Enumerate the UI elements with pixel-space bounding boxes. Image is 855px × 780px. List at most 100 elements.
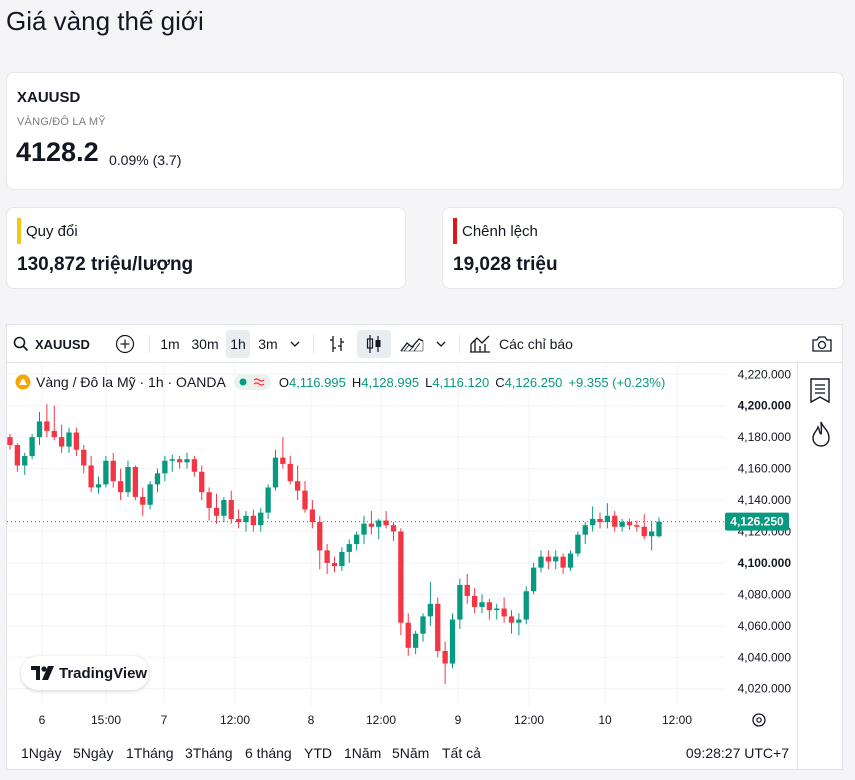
hotlists-button[interactable] xyxy=(810,420,834,450)
candle xyxy=(545,550,552,570)
candle xyxy=(176,456,183,469)
spread-value: 19,028 triệu xyxy=(453,254,558,275)
candle xyxy=(154,468,161,493)
candle xyxy=(390,522,397,541)
range-5d[interactable]: 5Ngày xyxy=(73,745,114,761)
interval-dropdown[interactable] xyxy=(285,330,305,358)
interval-30m[interactable]: 30m xyxy=(191,336,219,352)
candle xyxy=(435,597,441,658)
open-value: 4,116.995 xyxy=(288,374,346,390)
bar-chart-type-button[interactable] xyxy=(323,330,351,358)
candle xyxy=(634,520,640,532)
close-value: 4,126.250 xyxy=(504,374,563,390)
price-chart[interactable]: 4,020.000 4,040.000 4,060.000 4,080.000 4,10… xyxy=(7,364,797,734)
range-1m[interactable]: 1Tháng xyxy=(126,745,174,761)
x-tick-label: 8 xyxy=(308,713,315,727)
candle xyxy=(346,539,352,563)
conversion-value: 130,872 triệu/lượng xyxy=(17,254,194,275)
candle-chart-type-button[interactable] xyxy=(357,330,391,358)
toolbar-symbol: XAUUSD xyxy=(35,336,90,352)
candle xyxy=(486,599,493,620)
current-price-tag: 4,126.250 xyxy=(725,512,789,531)
conversion-label: Quy đổi xyxy=(26,223,78,240)
candle xyxy=(604,503,611,529)
status-dot-icon xyxy=(239,378,247,386)
candle xyxy=(361,515,367,545)
axis-settings-icon[interactable] xyxy=(752,713,766,727)
right-sidebar xyxy=(797,364,842,769)
low-label: L xyxy=(425,374,433,390)
candle xyxy=(147,481,153,510)
y-tick-label: 4,180.000 xyxy=(738,430,792,444)
spread-accent-bar xyxy=(453,218,457,244)
compare-button[interactable] xyxy=(111,330,139,358)
candle xyxy=(309,500,316,529)
clock[interactable]: 09:28:27 UTC+7 xyxy=(685,745,789,761)
interval-1m[interactable]: 1m xyxy=(160,336,180,352)
chevron-down-icon xyxy=(290,341,300,347)
candle xyxy=(464,573,470,604)
y-tick-label: 4,220.000 xyxy=(738,367,792,381)
candle xyxy=(501,597,507,623)
candle xyxy=(383,511,389,529)
indicators-icon xyxy=(470,335,490,353)
candle xyxy=(530,562,537,595)
y-tick-label: 4,100.000 xyxy=(738,556,792,570)
candle xyxy=(287,456,293,485)
candle xyxy=(258,507,264,532)
symbol-subtitle: VÀNG/ĐÔ LA MỸ xyxy=(17,116,106,128)
candle xyxy=(44,404,50,438)
area-chart-type-button[interactable] xyxy=(397,330,427,358)
candle xyxy=(420,613,426,642)
candle xyxy=(368,511,375,535)
range-1y[interactable]: 1Năm xyxy=(344,745,382,761)
spread-label: Chênh lệch xyxy=(462,223,538,240)
range-5y[interactable]: 5Năm xyxy=(392,745,430,761)
interval-3m[interactable]: 3m xyxy=(258,336,278,352)
candlestick-chart[interactable]: 4,020.000 4,040.000 4,060.000 4,080.000 4,10… xyxy=(7,364,797,734)
interval-1h[interactable]: 1h xyxy=(226,330,250,358)
candle xyxy=(427,581,434,626)
candle xyxy=(14,443,21,472)
tradingview-brand: TradingView xyxy=(59,664,148,682)
range-all[interactable]: Tất cả xyxy=(442,745,481,761)
x-tick-label: 6 xyxy=(39,713,46,727)
indicators-button[interactable]: Các chỉ báo xyxy=(469,330,579,358)
candle xyxy=(221,496,227,523)
snapshot-button[interactable] xyxy=(807,330,837,358)
x-tick-label: 12:00 xyxy=(662,713,692,727)
candle xyxy=(656,517,662,538)
candle xyxy=(110,452,116,488)
x-tick-label: 12:00 xyxy=(366,713,396,727)
symbol-search-button[interactable]: XAUUSD xyxy=(13,330,97,358)
high-label: H xyxy=(351,374,362,390)
candle xyxy=(88,456,94,493)
candle xyxy=(22,452,28,475)
candle xyxy=(265,484,271,519)
chevron-down-icon xyxy=(436,341,446,347)
candle xyxy=(516,613,522,636)
candle xyxy=(479,594,485,614)
candle xyxy=(376,518,382,540)
candle xyxy=(612,511,618,532)
y-tick-label: 4,060.000 xyxy=(738,619,792,633)
chart-legend: Vàng / Đô la Mỹ · 1h · OANDA O 4,116.995 … xyxy=(15,374,665,390)
range-3m[interactable]: 3Tháng xyxy=(185,745,233,761)
tradingview-logo[interactable]: TradingView xyxy=(21,656,149,690)
conversion-accent-bar xyxy=(17,218,21,244)
page-title: Giá vàng thế giới xyxy=(6,6,204,36)
range-1d[interactable]: 1Ngày xyxy=(21,745,62,761)
range-6m[interactable]: 6 tháng xyxy=(245,745,292,761)
y-tick-label: 4,160.000 xyxy=(738,462,792,476)
candle xyxy=(191,456,198,477)
news-button[interactable] xyxy=(809,378,833,404)
delayed-data-icon xyxy=(251,377,266,387)
x-tick-label: 7 xyxy=(161,713,168,727)
close-label: C xyxy=(495,374,505,390)
candle xyxy=(103,456,109,488)
search-icon xyxy=(13,336,29,352)
chart-type-dropdown[interactable] xyxy=(431,330,451,358)
candle xyxy=(36,412,43,446)
candle xyxy=(523,586,529,625)
range-ytd[interactable]: YTD xyxy=(304,745,332,761)
